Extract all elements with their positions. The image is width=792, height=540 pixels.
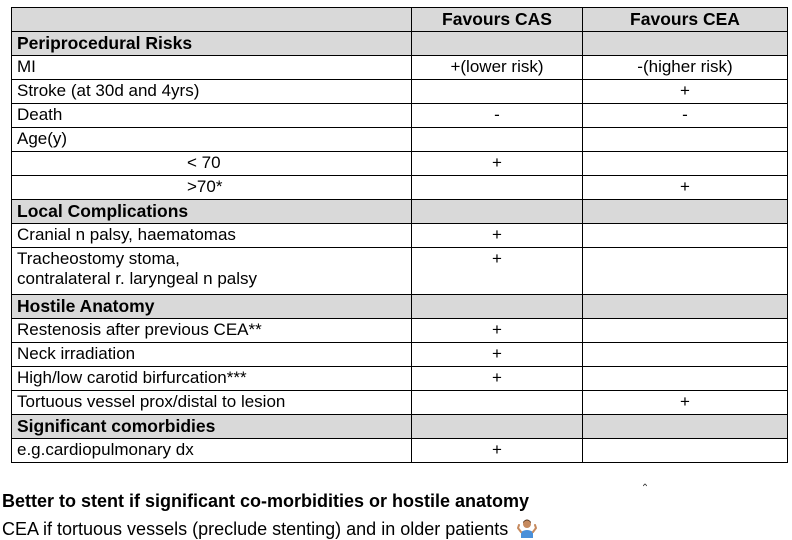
cea-value: + bbox=[582, 390, 788, 415]
section-cas-cell bbox=[411, 414, 583, 439]
row-label-text: Death bbox=[17, 105, 63, 124]
table-row: < 70 + bbox=[11, 151, 788, 176]
section-cea-cell bbox=[582, 199, 788, 224]
section-header-row: Periprocedural Risks bbox=[11, 31, 788, 56]
table-row: Stroke (at 30d and 4yrs) + bbox=[11, 79, 788, 104]
cas-value: + bbox=[411, 318, 583, 343]
row-label: e.g.cardiopulmonary dx bbox=[11, 438, 412, 463]
row-label: Stroke (at 30d and 4yrs) bbox=[11, 79, 412, 104]
cas-value: +(lower risk) bbox=[411, 55, 583, 80]
section-title: Significant comorbidies bbox=[11, 414, 412, 439]
row-label-text: Stroke (at 30d and 4yrs) bbox=[17, 81, 200, 100]
stray-mark bbox=[642, 474, 648, 487]
table-row: Tortuous vessel prox/distal to lesion + bbox=[11, 390, 788, 415]
footer-summary-text: CEA if tortuous vessels (preclude stenti… bbox=[2, 519, 509, 539]
row-label: Death bbox=[11, 103, 412, 128]
table-row: e.g.cardiopulmonary dx + bbox=[11, 438, 788, 463]
cea-value bbox=[582, 127, 788, 152]
row-label: Cranial n palsy, haematomas bbox=[11, 223, 412, 248]
row-label-text: >70* bbox=[187, 177, 223, 196]
cas-value: + bbox=[411, 247, 583, 295]
row-label: Tortuous vessel prox/distal to lesion bbox=[11, 390, 412, 415]
row-label-text: High/low carotid birfurcation*** bbox=[17, 368, 247, 387]
section-title: Hostile Anatomy bbox=[11, 294, 412, 319]
section-header-row: Hostile Anatomy bbox=[11, 294, 788, 319]
cea-value: -(higher risk) bbox=[582, 55, 788, 80]
table-row: Neck irradiation + bbox=[11, 342, 788, 367]
section-cea-cell bbox=[582, 414, 788, 439]
table-row: Tracheostomy stoma, contralateral r. lary… bbox=[11, 247, 788, 295]
cas-value: + bbox=[411, 223, 583, 248]
row-label-text-line2: contralateral r. laryngeal n palsy bbox=[17, 269, 258, 288]
cea-value: + bbox=[582, 79, 788, 104]
row-label-text: < 70 bbox=[187, 153, 221, 172]
header-empty-cell bbox=[11, 7, 412, 32]
table-header-row: Favours CAS Favours CEA bbox=[11, 7, 788, 32]
cea-value bbox=[582, 342, 788, 367]
row-label: Neck irradiation bbox=[11, 342, 412, 367]
section-header-row: Significant comorbidies bbox=[11, 414, 788, 439]
header-favours-cea: Favours CEA bbox=[582, 7, 788, 32]
section-cas-cell bbox=[411, 31, 583, 56]
table-row: >70* + bbox=[11, 175, 788, 200]
cas-value: + bbox=[411, 438, 583, 463]
cea-value: + bbox=[582, 175, 788, 200]
row-label-text: Cranial n palsy, haematomas bbox=[17, 225, 236, 244]
cas-value: - bbox=[411, 103, 583, 128]
row-label: Age(y) bbox=[11, 127, 412, 152]
row-label-text: Restenosis after previous CEA** bbox=[17, 320, 262, 339]
cea-value bbox=[582, 223, 788, 248]
section-header-row: Local Complications bbox=[11, 199, 788, 224]
cea-value bbox=[582, 247, 788, 295]
row-label-text: e.g.cardiopulmonary dx bbox=[17, 440, 194, 459]
table-row: High/low carotid birfurcation*** + bbox=[11, 366, 788, 391]
footer-summary-line: CEA if tortuous vessels (preclude stenti… bbox=[2, 518, 538, 540]
row-label-text: Tracheostomy stoma, bbox=[17, 249, 180, 268]
row-label-text: Age(y) bbox=[17, 129, 68, 148]
cas-value: + bbox=[411, 342, 583, 367]
cea-value: - bbox=[582, 103, 788, 128]
row-label: High/low carotid birfurcation*** bbox=[11, 366, 412, 391]
row-label-text: Tortuous vessel prox/distal to lesion bbox=[17, 392, 286, 411]
table-row: Age(y) bbox=[11, 127, 788, 152]
table-row: Cranial n palsy, haematomas + bbox=[11, 223, 788, 248]
cea-value bbox=[582, 151, 788, 176]
section-cas-cell bbox=[411, 199, 583, 224]
table-row: Death - - bbox=[11, 103, 788, 128]
row-label-text: MI bbox=[17, 57, 36, 76]
cas-value: + bbox=[411, 151, 583, 176]
cas-value: + bbox=[411, 366, 583, 391]
section-cas-cell bbox=[411, 294, 583, 319]
section-title: Periprocedural Risks bbox=[11, 31, 412, 56]
footer-summary-bold: Better to stent if significant co-morbid… bbox=[2, 491, 530, 511]
cas-value bbox=[411, 127, 583, 152]
header-favours-cas: Favours CAS bbox=[411, 7, 583, 32]
row-label-text: Neck irradiation bbox=[17, 344, 136, 363]
cas-value bbox=[411, 175, 583, 200]
cas-value bbox=[411, 79, 583, 104]
table-row: Restenosis after previous CEA** + bbox=[11, 318, 788, 343]
cea-value bbox=[582, 366, 788, 391]
cas-value bbox=[411, 390, 583, 415]
row-label: >70* bbox=[11, 175, 412, 200]
section-title: Local Complications bbox=[11, 199, 412, 224]
person-shrugging-icon bbox=[517, 518, 538, 538]
section-cea-cell bbox=[582, 294, 788, 319]
row-label: MI bbox=[11, 55, 412, 80]
cea-value bbox=[582, 438, 788, 463]
section-cea-cell bbox=[582, 31, 788, 56]
row-label: Restenosis after previous CEA** bbox=[11, 318, 412, 343]
cea-value bbox=[582, 318, 788, 343]
comparison-table: Favours CAS Favours CEA Periprocedural R… bbox=[11, 7, 788, 463]
table-row: MI +(lower risk) -(higher risk) bbox=[11, 55, 788, 80]
row-label: Tracheostomy stoma, contralateral r. lary… bbox=[11, 247, 412, 295]
row-label: < 70 bbox=[11, 151, 412, 176]
